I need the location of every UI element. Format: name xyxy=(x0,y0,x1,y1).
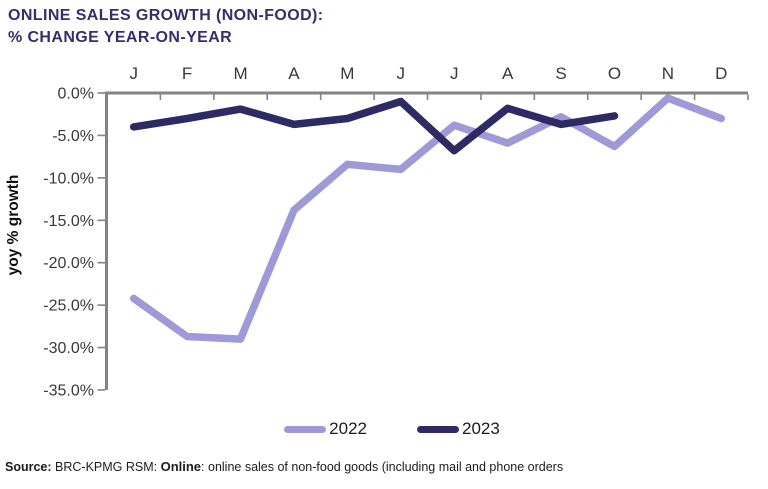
chart-title-line1: ONLINE SALES GROWTH (NON-FOOD): xyxy=(8,7,324,24)
source-footer: Source: BRC-KPMG RSM: Online: online sal… xyxy=(5,459,765,474)
y-tick-label: -20.0% xyxy=(43,255,94,272)
legend-item-2023: 2023 xyxy=(417,419,500,439)
online-rest: : online sales of non-food goods (includ… xyxy=(201,460,564,474)
legend-swatch-2022 xyxy=(284,425,327,433)
x-month-label: O xyxy=(608,64,621,83)
legend-label-2022: 2022 xyxy=(329,419,367,438)
x-month-label: A xyxy=(288,64,300,83)
x-month-label: F xyxy=(182,64,192,83)
chart-legend: 2022 2023 xyxy=(8,419,768,439)
source-label: Source: xyxy=(5,460,52,474)
x-month-label: J xyxy=(450,64,459,83)
x-month-label: M xyxy=(340,64,354,83)
legend-item-2022: 2022 xyxy=(284,419,367,439)
x-month-label: J xyxy=(397,64,406,83)
x-month-label: N xyxy=(662,64,674,83)
y-tick-label: 0.0% xyxy=(58,86,94,103)
legend-swatch-2023 xyxy=(417,425,459,433)
x-month-label: A xyxy=(502,64,514,83)
y-axis-title: yoy % growth xyxy=(5,175,22,276)
x-month-label: J xyxy=(129,64,138,83)
chart-title: ONLINE SALES GROWTH (NON-FOOD): % CHANGE… xyxy=(8,5,324,49)
x-month-label: M xyxy=(233,64,247,83)
source-text: BRC-KPMG RSM: xyxy=(51,460,161,474)
y-tick-label: -30.0% xyxy=(43,340,94,357)
online-label: Online xyxy=(160,459,202,474)
y-tick-label: -5.0% xyxy=(52,128,94,145)
series-line-2022 xyxy=(129,94,726,343)
series-line-2023 xyxy=(129,97,619,155)
y-tick-label: -25.0% xyxy=(43,298,94,315)
x-month-label: D xyxy=(715,64,727,83)
y-tick-label: -10.0% xyxy=(43,170,94,187)
y-tick-label: -35.0% xyxy=(43,383,94,400)
x-month-label: S xyxy=(555,64,566,83)
legend-label-2023: 2023 xyxy=(462,419,500,438)
y-tick-label: -15.0% xyxy=(43,213,94,230)
chart-title-line2: % CHANGE YEAR-ON-YEAR xyxy=(8,29,233,46)
